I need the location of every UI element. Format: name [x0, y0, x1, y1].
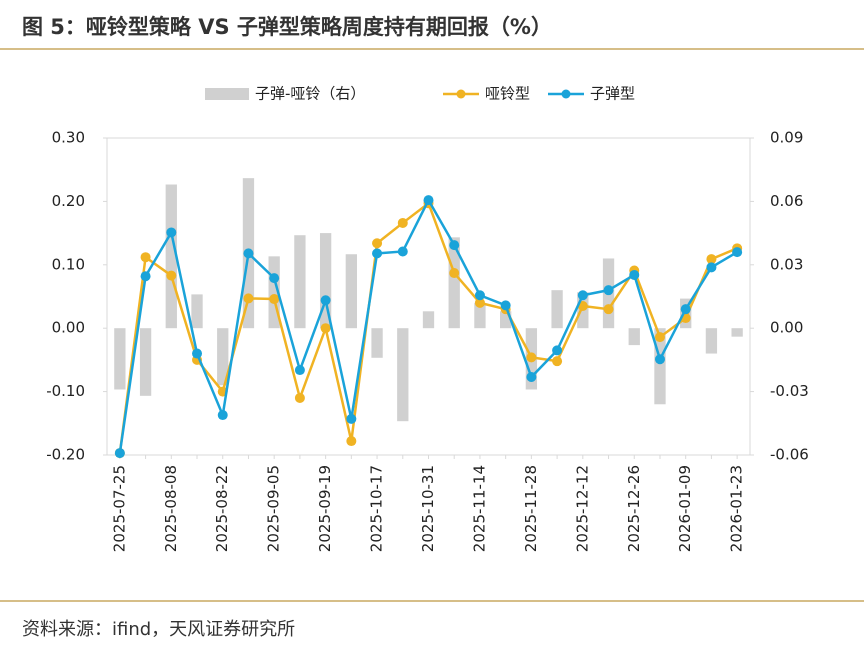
x-tick-label: 2025-07-25 — [110, 465, 128, 552]
y2ticks-label: -0.06 — [770, 446, 809, 464]
yticks-label: 0.30 — [52, 129, 85, 147]
x-tick-label: 2025-08-08 — [162, 465, 180, 552]
y2ticks-label: 0.03 — [770, 255, 803, 273]
y2ticks-label: 0.00 — [770, 319, 803, 337]
point — [346, 436, 357, 447]
x-tick-label: 2025-11-14 — [470, 465, 488, 552]
point — [680, 304, 691, 315]
point — [629, 269, 640, 280]
point — [320, 323, 331, 334]
point — [732, 247, 743, 258]
x-tick-label: 2025-09-05 — [265, 465, 283, 552]
point — [372, 248, 383, 259]
bar — [422, 311, 435, 329]
point — [140, 252, 151, 263]
bar — [268, 256, 280, 329]
x-tick-label: 2026-01-23 — [728, 465, 746, 552]
x-tick-label: 2025-11-28 — [522, 465, 540, 552]
bar — [731, 328, 743, 337]
point — [166, 227, 177, 238]
point — [217, 410, 228, 421]
bar — [500, 311, 512, 329]
yticks-label: 0.10 — [52, 255, 85, 273]
bar — [474, 302, 486, 329]
yticks-label: -0.10 — [46, 382, 85, 400]
point — [269, 273, 280, 284]
bar — [191, 294, 203, 329]
point — [423, 195, 434, 206]
point — [526, 372, 537, 383]
bar — [345, 254, 357, 329]
source: 资料来源：ifind，天风证券研究所 — [22, 619, 295, 640]
point — [294, 365, 305, 376]
x-tick-label: 2026-01-09 — [676, 465, 694, 552]
point — [603, 304, 614, 315]
x-tick-label: 2025-10-31 — [419, 465, 437, 552]
bar — [114, 328, 126, 390]
point — [474, 297, 485, 308]
plot-frame — [106, 137, 751, 456]
point — [449, 268, 460, 279]
bar — [628, 328, 640, 346]
legend-label: 子弹型 — [590, 85, 635, 103]
bar — [139, 328, 152, 396]
point — [654, 332, 665, 343]
bar — [705, 328, 718, 354]
bar — [371, 328, 383, 358]
point — [706, 262, 717, 273]
point — [372, 238, 383, 249]
yticks-label: -0.20 — [46, 446, 85, 464]
x-tick-label: 2025-08-22 — [213, 465, 231, 552]
point — [269, 294, 280, 305]
bar — [294, 235, 306, 329]
point — [526, 352, 537, 363]
legend-label: 子弹-哑铃（右） — [255, 85, 365, 103]
point — [397, 246, 408, 257]
bar — [551, 290, 563, 329]
legend-swatch — [205, 88, 249, 100]
point — [577, 290, 588, 301]
x-tick-label: 2025-09-19 — [316, 465, 334, 552]
bar — [448, 237, 460, 329]
bar — [165, 184, 177, 329]
point — [654, 354, 665, 365]
legend-swatch — [561, 89, 571, 99]
y2ticks-label: 0.06 — [770, 192, 803, 210]
chart-title: 图 5：哑铃型策略 VS 子弹型策略周度持有期回报（%） — [22, 15, 552, 39]
legend-label: 哑铃型 — [485, 85, 530, 103]
point — [192, 348, 203, 359]
point — [294, 392, 305, 403]
y2ticks-label: -0.03 — [770, 382, 809, 400]
x-tick-label: 2025-12-12 — [573, 465, 591, 552]
x-tick-label: 2025-10-17 — [368, 465, 386, 552]
point — [552, 345, 563, 356]
point — [140, 271, 151, 282]
point — [706, 254, 717, 265]
point — [346, 413, 357, 424]
bar — [397, 328, 409, 422]
point — [397, 217, 408, 228]
point — [500, 300, 511, 311]
point — [243, 248, 254, 259]
point — [166, 270, 177, 281]
bar — [654, 328, 666, 405]
point — [114, 448, 125, 459]
bar — [319, 233, 332, 329]
point — [552, 356, 563, 367]
x-tick-label: 2025-12-26 — [625, 465, 643, 552]
point — [603, 285, 614, 296]
point — [243, 293, 254, 304]
legend-swatch — [456, 89, 466, 99]
yticks-label: 0.20 — [52, 192, 85, 210]
y2ticks-label: 0.09 — [770, 129, 803, 147]
point — [449, 240, 460, 251]
point — [474, 290, 485, 301]
yticks-label: 0.00 — [52, 319, 85, 337]
point — [320, 295, 331, 306]
bar — [217, 328, 229, 386]
